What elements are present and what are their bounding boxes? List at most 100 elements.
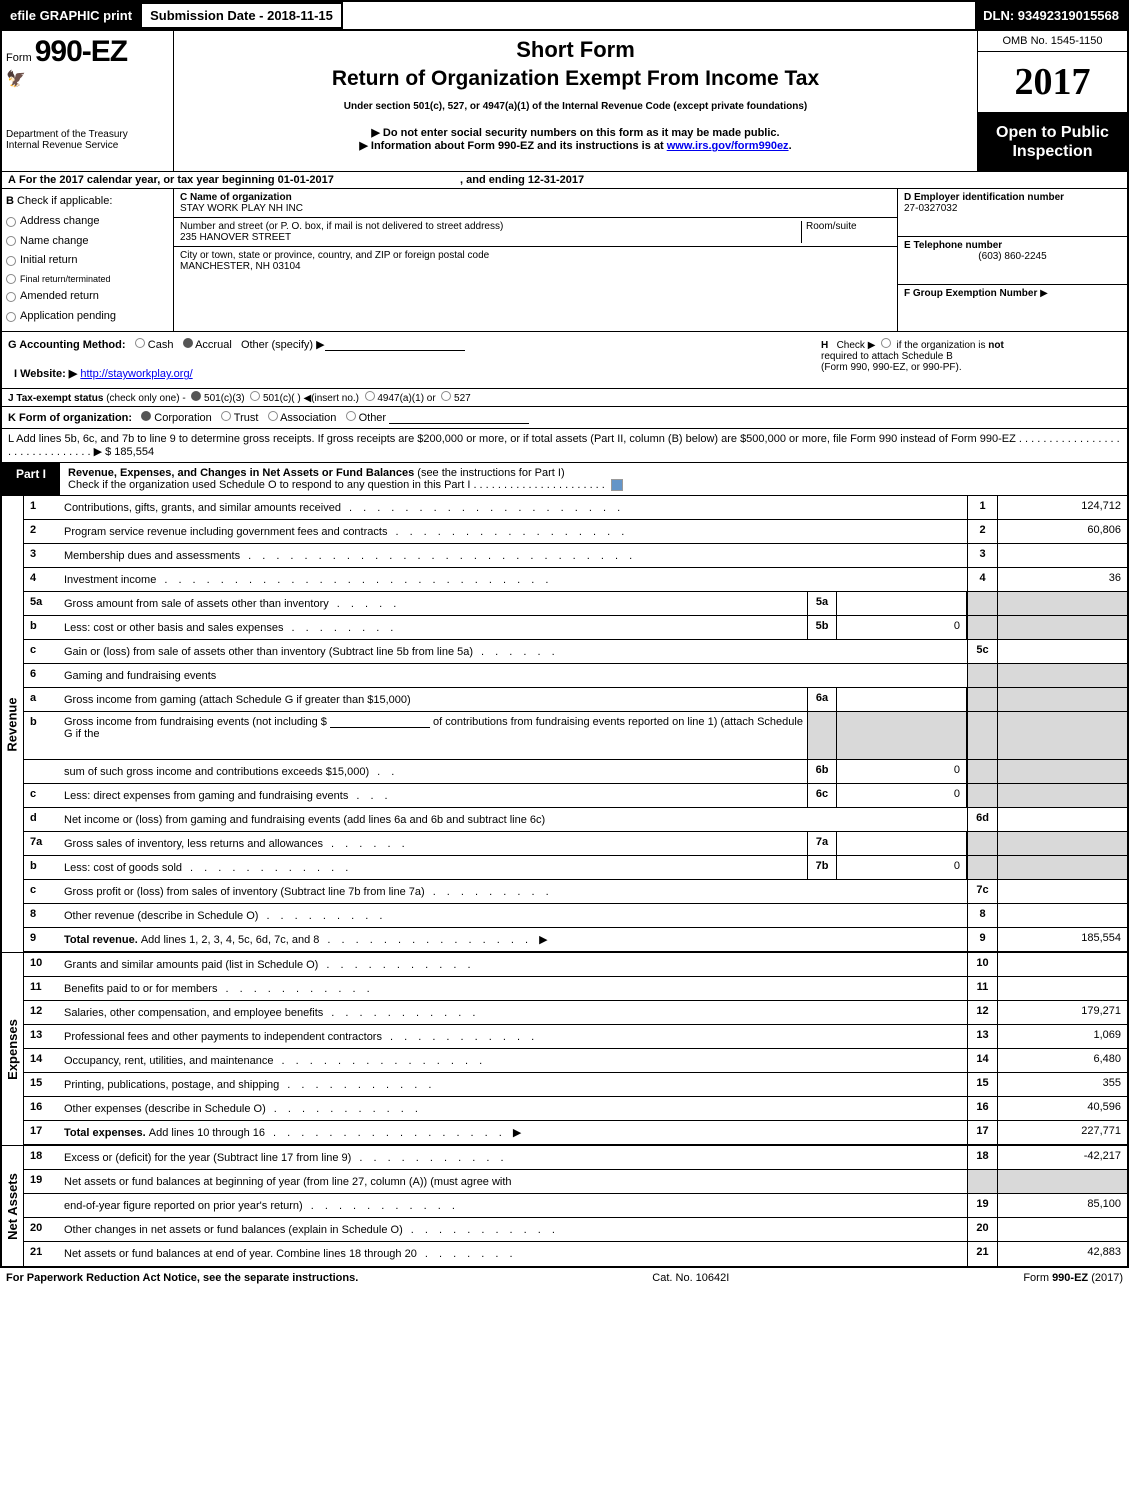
radio-icon[interactable] [881, 338, 891, 348]
j-o1: 501(c)(3) [204, 393, 245, 404]
right-val: 40,596 [997, 1097, 1127, 1120]
right-num-shaded [967, 712, 997, 759]
b-item-name-change[interactable]: Name change [6, 233, 169, 251]
right-val: 355 [997, 1073, 1127, 1096]
line-desc: Gross amount from sale of assets other t… [64, 598, 329, 610]
f-arrow: ▶ [1040, 288, 1048, 299]
footer-left: For Paperwork Reduction Act Notice, see … [6, 1272, 358, 1284]
radio-checked-icon[interactable] [141, 411, 151, 421]
radio-checked-icon[interactable] [191, 391, 201, 401]
ein: 27-0327032 [904, 203, 1121, 214]
radio-icon[interactable] [135, 338, 145, 348]
line-num: c [24, 880, 62, 903]
row-g: G Accounting Method: Cash Accrual Other … [8, 338, 821, 382]
right-num: 9 [967, 928, 997, 951]
dots: . . . . . . . . . [433, 886, 965, 898]
right-val: -42,217 [997, 1146, 1127, 1169]
line-num [24, 1194, 62, 1217]
right-val [997, 953, 1127, 976]
dept-irs: Internal Revenue Service [6, 140, 169, 151]
b-item-label: Amended return [20, 288, 99, 306]
mid-num: 6a [807, 688, 837, 711]
footer-cat: Cat. No. 10642I [652, 1272, 729, 1284]
part-title-bold: Revenue, Expenses, and Changes in Net As… [68, 467, 414, 479]
radio-icon[interactable] [250, 391, 260, 401]
row-gh: G Accounting Method: Cash Accrual Other … [2, 331, 1127, 388]
footer: For Paperwork Reduction Act Notice, see … [0, 1268, 1129, 1288]
footer-right-pre: Form [1023, 1272, 1052, 1284]
omb-number: OMB No. 1545-1150 [978, 31, 1127, 52]
line-desc: Gross sales of inventory, less returns a… [64, 838, 323, 850]
k-other-blank[interactable] [389, 412, 529, 424]
schedule-o-check[interactable] [611, 479, 623, 491]
line-5a: 5a Gross amount from sale of assets othe… [24, 592, 1127, 616]
line-num: 20 [24, 1218, 62, 1241]
right-num: 4 [967, 568, 997, 591]
line-desc: sum of such gross income and contributio… [64, 766, 369, 778]
b-item-label: Application pending [20, 308, 116, 326]
b-item-application-pending[interactable]: Application pending [6, 308, 169, 326]
line-16: 16 Other expenses (describe in Schedule … [24, 1097, 1127, 1121]
irs-eagle-icon: 🦅 [6, 69, 169, 89]
header-right: OMB No. 1545-1150 2017 Open to Public In… [977, 31, 1127, 171]
dept-treasury: Department of the Treasury [6, 129, 169, 140]
side-label-text: Net Assets [5, 1173, 20, 1240]
line-18: 18 Excess or (deficit) for the year (Sub… [24, 1146, 1127, 1170]
b-item-initial-return[interactable]: Initial return [6, 252, 169, 270]
block-bcdef: B Check if applicable: Address change Na… [2, 188, 1127, 331]
radio-icon[interactable] [365, 391, 375, 401]
right-num-shaded [967, 760, 997, 783]
b-item-label: Initial return [20, 252, 77, 270]
radio-icon[interactable] [441, 391, 451, 401]
b-item-final-return[interactable]: Final return/terminated [6, 272, 169, 286]
h-not: not [988, 340, 1004, 351]
radio-icon[interactable] [221, 411, 231, 421]
info-link[interactable]: www.irs.gov/form990ez [667, 140, 789, 152]
dots: . . . . . . . . . . . [287, 1079, 965, 1091]
room-suite-label: Room/suite [801, 221, 891, 243]
website-link[interactable]: http://stayworkplay.org/ [80, 368, 192, 380]
b-item-amended-return[interactable]: Amended return [6, 288, 169, 306]
right-num: 12 [967, 1001, 997, 1024]
right-num: 8 [967, 904, 997, 927]
line-1: 1 Contributions, gifts, grants, and simi… [24, 496, 1127, 520]
radio-icon[interactable] [346, 411, 356, 421]
net-assets-section: Net Assets 18 Excess or (deficit) for th… [2, 1145, 1127, 1266]
org-name: STAY WORK PLAY NH INC [180, 203, 891, 214]
section-c: C Name of organization STAY WORK PLAY NH… [174, 189, 897, 331]
right-val [997, 640, 1127, 663]
line-num: 2 [24, 520, 62, 543]
radio-icon [6, 236, 16, 246]
right-val-shaded [997, 592, 1127, 615]
org-street: 235 HANOVER STREET [180, 232, 801, 243]
part-title: Revenue, Expenses, and Changes in Net As… [60, 463, 1127, 495]
side-label-revenue: Revenue [2, 496, 24, 952]
line-num: 18 [24, 1146, 62, 1169]
part-1-header: Part I Revenue, Expenses, and Changes in… [2, 463, 1127, 496]
radio-checked-icon[interactable] [183, 338, 193, 348]
line-6d: d Net income or (loss) from gaming and f… [24, 808, 1127, 832]
radio-icon[interactable] [268, 411, 278, 421]
line-15: 15 Printing, publications, postage, and … [24, 1073, 1127, 1097]
right-num: 3 [967, 544, 997, 567]
right-val-shaded [997, 784, 1127, 807]
dots: . . . . . . [331, 838, 805, 850]
line-desc: Net income or (loss) from gaming and fun… [64, 814, 545, 826]
mid-num: 5a [807, 592, 837, 615]
line-num: 12 [24, 1001, 62, 1024]
line-3: 3 Membership dues and assessments. . . .… [24, 544, 1127, 568]
blank-input[interactable] [330, 716, 430, 728]
section-b: B Check if applicable: Address change Na… [2, 189, 174, 331]
right-val [997, 1218, 1127, 1241]
short-form-title: Short Form [180, 37, 971, 63]
g-other-blank[interactable] [325, 339, 465, 351]
b-check-label: Check if applicable: [17, 195, 112, 207]
b-item-address-change[interactable]: Address change [6, 213, 169, 231]
dots: . . . . . . . . . . . . . . . [282, 1055, 965, 1067]
right-val: 179,271 [997, 1001, 1127, 1024]
j-o3: 4947(a)(1) or [377, 393, 435, 404]
line-num: 1 [24, 496, 62, 519]
line-num: a [24, 688, 62, 711]
line-6: 6 Gaming and fundraising events [24, 664, 1127, 688]
right-val: 36 [997, 568, 1127, 591]
